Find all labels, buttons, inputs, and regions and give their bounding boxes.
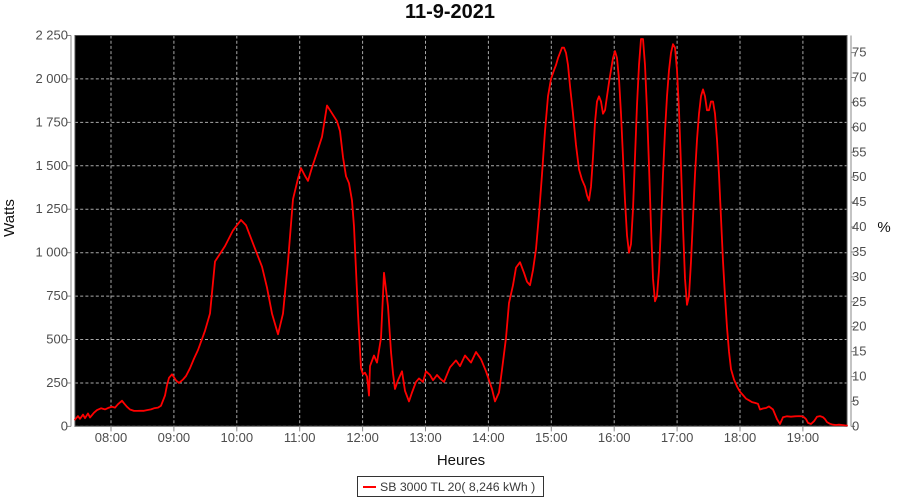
svg-text:1 250: 1 250 xyxy=(35,201,68,216)
svg-text:35: 35 xyxy=(852,244,866,259)
svg-text:1 500: 1 500 xyxy=(35,158,68,173)
svg-text:14:00: 14:00 xyxy=(472,430,505,445)
svg-text:15: 15 xyxy=(852,344,866,359)
svg-text:11:00: 11:00 xyxy=(284,430,316,445)
svg-text:15:00: 15:00 xyxy=(535,430,568,445)
svg-text:10:00: 10:00 xyxy=(221,430,254,445)
svg-text:%: % xyxy=(877,219,890,236)
svg-text:40: 40 xyxy=(852,219,866,234)
svg-text:2 250: 2 250 xyxy=(35,28,68,43)
svg-text:18:00: 18:00 xyxy=(724,430,757,445)
svg-text:08:00: 08:00 xyxy=(95,430,128,445)
svg-text:12:00: 12:00 xyxy=(346,430,379,445)
svg-text:60: 60 xyxy=(852,119,866,134)
svg-text:45: 45 xyxy=(852,194,866,209)
svg-text:55: 55 xyxy=(852,144,866,159)
svg-text:16:00: 16:00 xyxy=(598,430,631,445)
svg-text:10: 10 xyxy=(852,369,866,384)
svg-text:25: 25 xyxy=(852,294,866,309)
svg-text:2 000: 2 000 xyxy=(35,71,68,86)
svg-text:30: 30 xyxy=(852,269,866,284)
svg-text:19:00: 19:00 xyxy=(787,430,820,445)
svg-text:0: 0 xyxy=(61,418,68,433)
svg-text:20: 20 xyxy=(852,319,866,334)
svg-text:250: 250 xyxy=(46,375,68,390)
svg-text:13:00: 13:00 xyxy=(409,430,442,445)
svg-text:Watts: Watts xyxy=(1,199,18,237)
svg-text:0: 0 xyxy=(852,418,859,433)
svg-text:750: 750 xyxy=(46,288,68,303)
svg-text:50: 50 xyxy=(852,169,866,184)
svg-text:75: 75 xyxy=(852,45,866,60)
svg-text:09:00: 09:00 xyxy=(158,430,191,445)
svg-text:70: 70 xyxy=(852,70,866,85)
svg-text:1 750: 1 750 xyxy=(35,114,68,129)
svg-text:500: 500 xyxy=(46,332,68,347)
svg-text:5: 5 xyxy=(852,394,859,409)
svg-text:Heures: Heures xyxy=(437,452,485,469)
svg-text:1 000: 1 000 xyxy=(35,245,68,260)
svg-text:17:00: 17:00 xyxy=(661,430,694,445)
svg-text:65: 65 xyxy=(852,94,866,109)
